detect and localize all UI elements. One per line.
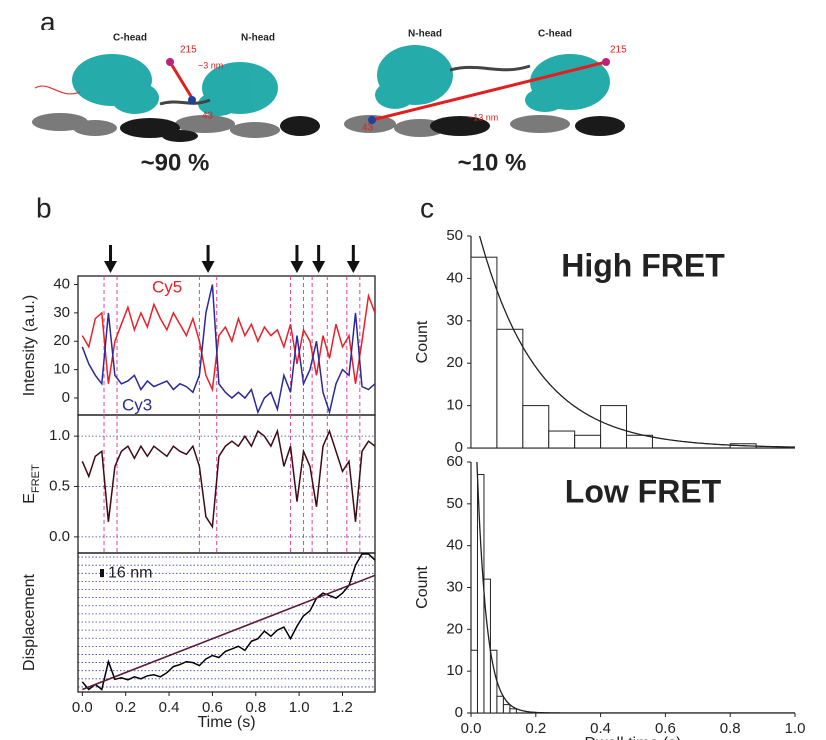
x-tick-label: 1.0 — [785, 720, 806, 737]
y-tick-label: 10 — [446, 662, 463, 679]
bar — [470, 649, 478, 714]
fit-curve — [478, 236, 795, 448]
event-arrow — [201, 245, 215, 273]
y-axis-label: Displacement — [21, 573, 38, 670]
y-axis-label-text: Intensity (a.u.) — [21, 295, 38, 396]
bar — [626, 434, 653, 449]
bar — [470, 256, 498, 449]
x-tick-label: 1.2 — [332, 699, 353, 716]
chart-title: High FRET — [561, 247, 725, 283]
distance-label: ~3 nm — [198, 60, 223, 70]
bar — [522, 405, 550, 449]
bar — [496, 328, 524, 449]
y-tick-label: 20 — [446, 620, 463, 637]
y-tick-label: 50 — [446, 495, 463, 512]
y-tick-label: 40 — [53, 275, 70, 292]
head-label: C-head — [113, 33, 147, 44]
event-arrow — [346, 245, 360, 273]
y-tick-label: 60 — [446, 453, 463, 470]
structure-image: C-head N-head 215 ~3 nm 43 ~90 % — [30, 30, 320, 176]
scale-bar — [100, 569, 104, 578]
x-tick-label: 0.0 — [72, 699, 93, 716]
series-label: Cy3 — [122, 395, 152, 414]
y-tick-label: 40 — [446, 269, 463, 286]
residue-label: 215 — [610, 45, 627, 56]
x-tick-label: 0.6 — [655, 720, 676, 737]
y-tick-label: 0 — [455, 439, 463, 456]
panel-label: c — [420, 192, 434, 223]
y-axis-label-text: E — [21, 493, 38, 504]
x-tick-label: 0.2 — [525, 720, 546, 737]
panel-label: b — [36, 192, 52, 223]
y-tick-label: 30 — [53, 304, 70, 321]
y-axis-label: Count — [414, 320, 431, 363]
y-tick-label: 10 — [53, 361, 70, 378]
series-line — [81, 292, 375, 393]
y-tick-label: 0.5 — [49, 477, 70, 494]
bar — [574, 434, 602, 449]
x-axis-label: Time (s) — [197, 714, 255, 731]
fraction-label: ~90 % — [141, 149, 210, 176]
x-tick-label: 0.2 — [115, 699, 136, 716]
series-line — [81, 428, 375, 530]
plot-frame — [77, 552, 376, 693]
chart-title: Low FRET — [565, 473, 722, 509]
x-tick-label: 0.6 — [202, 699, 223, 716]
structure-image: N-head C-head 215 43 ~13 nm ~10 % — [344, 29, 627, 176]
head-label: C-head — [538, 29, 572, 40]
y-axis-label-text: Displacement — [21, 573, 38, 670]
x-axis-label: Dwell time (s) — [585, 735, 682, 740]
x-tick-label: 0.4 — [159, 699, 180, 716]
bar — [509, 708, 517, 714]
bar — [496, 695, 504, 714]
y-axis-label-text: Count — [414, 320, 431, 363]
fraction-label: ~10 % — [458, 149, 527, 176]
y-axis-label: EFRET — [21, 464, 42, 504]
y-tick-label: 20 — [446, 354, 463, 371]
residue-label: 43 — [202, 111, 214, 122]
series-label: Cy5 — [152, 277, 182, 296]
y-axis-label: Count — [414, 566, 431, 609]
x-tick-label: 1.0 — [289, 699, 310, 716]
y-tick-label: 0.0 — [49, 528, 70, 545]
fit-curve — [476, 462, 795, 713]
x-tick-label: 0.8 — [720, 720, 741, 737]
y-tick-label: 1.0 — [49, 427, 70, 444]
y-axis-label-text: Count — [414, 566, 431, 609]
x-tick-label: 0.4 — [590, 720, 611, 737]
bar — [502, 704, 511, 714]
y-axis-label-sub: FRET — [30, 464, 42, 493]
scale-bar-label: 16 nm — [108, 564, 152, 581]
y-tick-label: 0 — [455, 704, 463, 721]
event-arrow — [290, 245, 304, 273]
y-tick-label: 20 — [53, 332, 70, 349]
y-tick-label: 40 — [446, 537, 463, 554]
event-arrow — [312, 245, 326, 273]
series-line — [81, 284, 375, 415]
y-tick-label: 30 — [446, 312, 463, 329]
bar — [483, 578, 491, 714]
y-tick-label: 50 — [446, 227, 463, 244]
residue-label: 215 — [180, 45, 197, 56]
fit-line — [82, 574, 375, 691]
distance-label: ~13 nm — [468, 112, 498, 122]
y-axis-label: Intensity (a.u.) — [21, 295, 38, 396]
y-tick-label: 30 — [446, 578, 463, 595]
panel-label: a — [40, 6, 56, 37]
head-label: N-head — [241, 33, 275, 44]
bar — [548, 430, 576, 449]
x-tick-label: 0.8 — [245, 699, 266, 716]
x-tick-label: 0.0 — [461, 720, 482, 737]
y-tick-label: 0 — [62, 389, 70, 406]
residue-label: 43 — [362, 123, 374, 134]
head-label: N-head — [408, 29, 442, 40]
event-arrow — [104, 245, 118, 273]
y-tick-label: 10 — [446, 397, 463, 414]
